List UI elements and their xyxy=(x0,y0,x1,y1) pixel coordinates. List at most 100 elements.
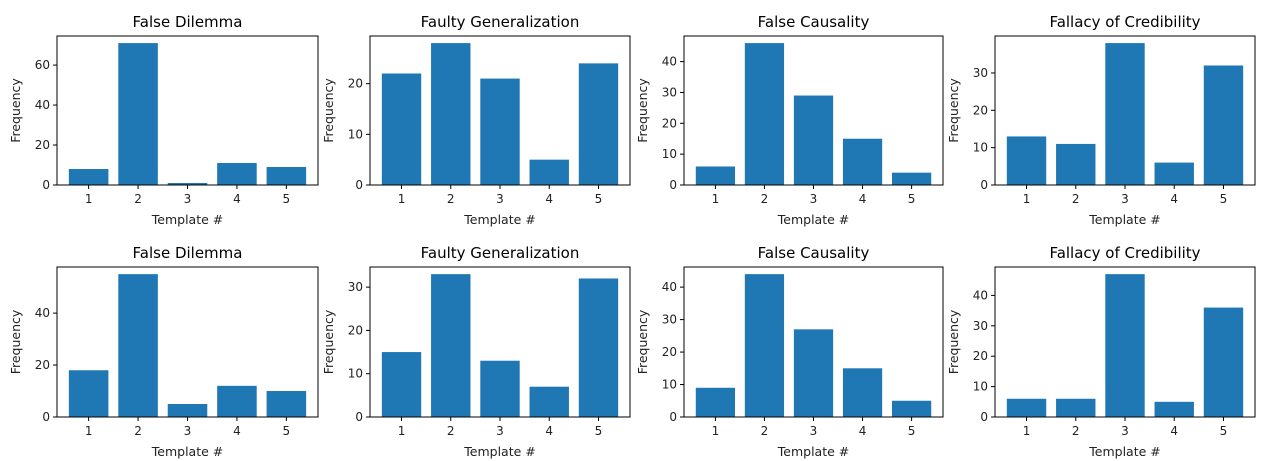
y-axis-label: Frequency xyxy=(8,78,23,143)
bar-1 xyxy=(68,169,109,185)
y-tick-label: 0 xyxy=(980,410,988,424)
y-tick-label: 40 xyxy=(662,55,677,69)
x-axis-label: Template # xyxy=(463,444,535,459)
bar-1 xyxy=(695,387,736,417)
x-tick-label: 4 xyxy=(1170,424,1178,438)
x-axis-label: Template # xyxy=(151,212,223,227)
subplot-7: 1 2 3 4 5 0 10 20 30 40 False Causality Template # F… xyxy=(635,244,944,459)
y-tick-label: 0 xyxy=(355,410,363,424)
x-tick-label: 4 xyxy=(859,192,867,206)
x-tick-label: 1 xyxy=(712,192,720,206)
bar-5 xyxy=(1203,65,1244,185)
x-tick-label: 4 xyxy=(859,424,867,438)
bar-5 xyxy=(891,172,932,185)
subplot-8: 1 2 3 4 5 0 10 20 30 40 Fallacy of Credibility Temp… xyxy=(946,244,1256,459)
x-axis-label: Template # xyxy=(1088,444,1160,459)
x-axis-label: Template # xyxy=(1088,212,1160,227)
bar-3 xyxy=(793,95,834,185)
x-axis-label: Template # xyxy=(777,212,849,227)
x-tick-label: 1 xyxy=(85,192,93,206)
bar-4 xyxy=(529,159,569,185)
x-tick-label: 5 xyxy=(908,424,916,438)
subplot-title: Fallacy of Credibility xyxy=(1049,244,1200,262)
x-tick-label: 5 xyxy=(595,192,603,206)
bar-1 xyxy=(1006,136,1047,185)
y-tick-label: 20 xyxy=(662,345,677,359)
bar-3 xyxy=(167,404,208,417)
axes-frame xyxy=(56,35,319,186)
x-tick-label: 2 xyxy=(1072,424,1080,438)
x-tick-label: 3 xyxy=(184,424,192,438)
y-tick-label: 20 xyxy=(35,358,50,372)
x-tick-label: 1 xyxy=(398,192,406,206)
y-tick-label: 30 xyxy=(348,280,363,294)
bar-2 xyxy=(118,274,158,417)
bar-2 xyxy=(744,274,785,417)
x-tick-label: 4 xyxy=(233,192,241,206)
y-tick-label: 10 xyxy=(662,378,677,392)
subplot-title: False Causality xyxy=(758,13,870,31)
x-axis-label: Template # xyxy=(151,444,223,459)
x-tick-label: 3 xyxy=(496,424,504,438)
bar-2 xyxy=(1056,398,1096,417)
y-tick-label: 0 xyxy=(669,410,677,424)
y-tick-label: 0 xyxy=(669,178,677,192)
x-tick-label: 3 xyxy=(1121,424,1129,438)
bar-1 xyxy=(1006,398,1047,417)
x-tick-label: 3 xyxy=(810,192,818,206)
y-axis-label: Frequency xyxy=(8,309,23,374)
subplot-title: Faulty Generalization xyxy=(421,13,580,31)
y-tick-label: 40 xyxy=(973,288,988,302)
y-tick-label: 20 xyxy=(662,116,677,130)
bar-5 xyxy=(578,63,619,185)
x-tick-label: 1 xyxy=(85,424,93,438)
y-tick-label: 0 xyxy=(355,178,363,192)
y-axis-label: Frequency xyxy=(635,78,650,143)
y-axis-label: Frequency xyxy=(946,78,961,143)
subplot-3: 1 2 3 4 5 0 10 20 30 40 False Causality Template # F… xyxy=(635,13,944,227)
x-tick-label: 3 xyxy=(184,192,192,206)
bar-3 xyxy=(167,183,208,185)
subplot-4: 1 2 3 4 5 0 10 20 30 Fallacy of Credibility Templa… xyxy=(946,13,1256,227)
bar-1 xyxy=(695,166,736,185)
bar-3 xyxy=(480,78,520,185)
y-tick-label: 30 xyxy=(662,85,677,99)
x-tick-label: 4 xyxy=(545,192,553,206)
x-tick-label: 2 xyxy=(447,424,455,438)
y-tick-label: 10 xyxy=(973,141,988,155)
x-axis-label: Template # xyxy=(777,444,849,459)
subplot-5: 1 2 3 4 5 0 20 40 False Dilemma Template # Frequen… xyxy=(8,244,319,459)
bar-5 xyxy=(578,278,619,417)
y-tick-label: 20 xyxy=(973,103,988,117)
y-tick-label: 40 xyxy=(35,306,50,320)
y-tick-label: 20 xyxy=(348,77,363,91)
x-tick-label: 2 xyxy=(134,192,142,206)
subplot-6: 1 2 3 4 5 0 10 20 30 Faulty Generalization Templat… xyxy=(321,244,631,459)
bar-5 xyxy=(266,167,307,185)
x-tick-label: 5 xyxy=(283,424,291,438)
x-tick-label: 2 xyxy=(761,192,769,206)
y-axis-label: Frequency xyxy=(321,309,336,374)
y-tick-label: 60 xyxy=(35,58,50,72)
subplot-title: False Dilemma xyxy=(133,13,243,31)
y-tick-label: 0 xyxy=(42,178,50,192)
y-axis-label: Frequency xyxy=(321,78,336,143)
y-tick-label: 20 xyxy=(35,138,50,152)
bar-4 xyxy=(842,368,883,417)
bar-4 xyxy=(842,138,883,185)
x-tick-label: 5 xyxy=(1220,192,1228,206)
bar-2 xyxy=(1056,143,1096,185)
x-tick-label: 4 xyxy=(233,424,241,438)
x-tick-label: 1 xyxy=(398,424,406,438)
y-tick-label: 40 xyxy=(662,280,677,294)
bar-5 xyxy=(266,391,307,417)
bar-1 xyxy=(381,73,422,185)
x-tick-label: 5 xyxy=(1220,424,1228,438)
y-tick-label: 10 xyxy=(973,380,988,394)
bar-2 xyxy=(431,43,471,185)
x-tick-label: 5 xyxy=(283,192,291,206)
y-tick-label: 0 xyxy=(980,178,988,192)
x-tick-label: 3 xyxy=(496,192,504,206)
y-tick-label: 30 xyxy=(662,313,677,327)
